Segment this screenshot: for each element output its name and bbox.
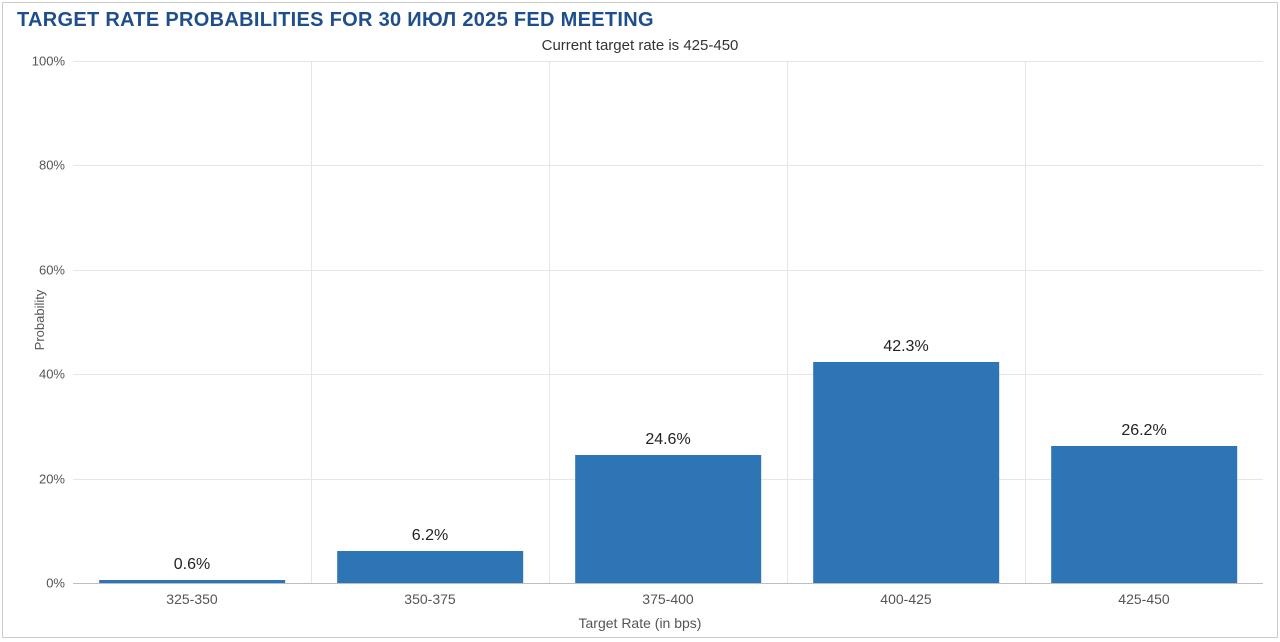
bar[interactable] xyxy=(1051,446,1237,583)
ytick-label: 40% xyxy=(39,367,65,382)
ytick-label: 80% xyxy=(39,158,65,173)
yaxis-title: Probability xyxy=(32,290,47,351)
xtick-label: 375-400 xyxy=(642,591,693,607)
bars-row: 0.6%325-3506.2%350-37524.6%375-40042.3%4… xyxy=(73,61,1263,583)
xtick-label: 400-425 xyxy=(880,591,931,607)
xtick-label: 350-375 xyxy=(404,591,455,607)
xtick-label: 425-450 xyxy=(1118,591,1169,607)
bar-value-label: 24.6% xyxy=(645,431,690,449)
bar[interactable] xyxy=(99,580,285,583)
category-separator xyxy=(787,61,788,583)
ytick-label: 0% xyxy=(46,576,65,591)
bar-slot: 42.3%400-425 xyxy=(787,61,1025,583)
bar[interactable] xyxy=(813,362,999,583)
bar-slot: 0.6%325-350 xyxy=(73,61,311,583)
xtick-label: 325-350 xyxy=(166,591,217,607)
bar-slot: 26.2%425-450 xyxy=(1025,61,1263,583)
chart-subtitle: Current target rate is 425-450 xyxy=(3,37,1277,54)
bar-slot: 24.6%375-400 xyxy=(549,61,787,583)
bar-value-label: 42.3% xyxy=(883,338,928,356)
category-separator xyxy=(1025,61,1026,583)
bar-slot: 6.2%350-375 xyxy=(311,61,549,583)
chart-frame: TARGET RATE PROBABILITIES FOR 30 ИЮЛ 202… xyxy=(2,2,1278,638)
bar[interactable] xyxy=(575,455,761,583)
ytick-label: 100% xyxy=(32,54,65,69)
chart-title: TARGET RATE PROBABILITIES FOR 30 ИЮЛ 202… xyxy=(17,9,654,32)
bar-value-label: 26.2% xyxy=(1121,422,1166,440)
baseline xyxy=(73,583,1263,584)
plot-area: 0%20%40%60%80%100%0.6%325-3506.2%350-375… xyxy=(73,61,1263,583)
bar-value-label: 6.2% xyxy=(412,527,448,545)
bar[interactable] xyxy=(337,551,523,583)
ytick-label: 20% xyxy=(39,471,65,486)
category-separator xyxy=(549,61,550,583)
xaxis-title: Target Rate (in bps) xyxy=(3,615,1277,631)
ytick-label: 60% xyxy=(39,262,65,277)
bar-value-label: 0.6% xyxy=(174,556,210,574)
category-separator xyxy=(311,61,312,583)
